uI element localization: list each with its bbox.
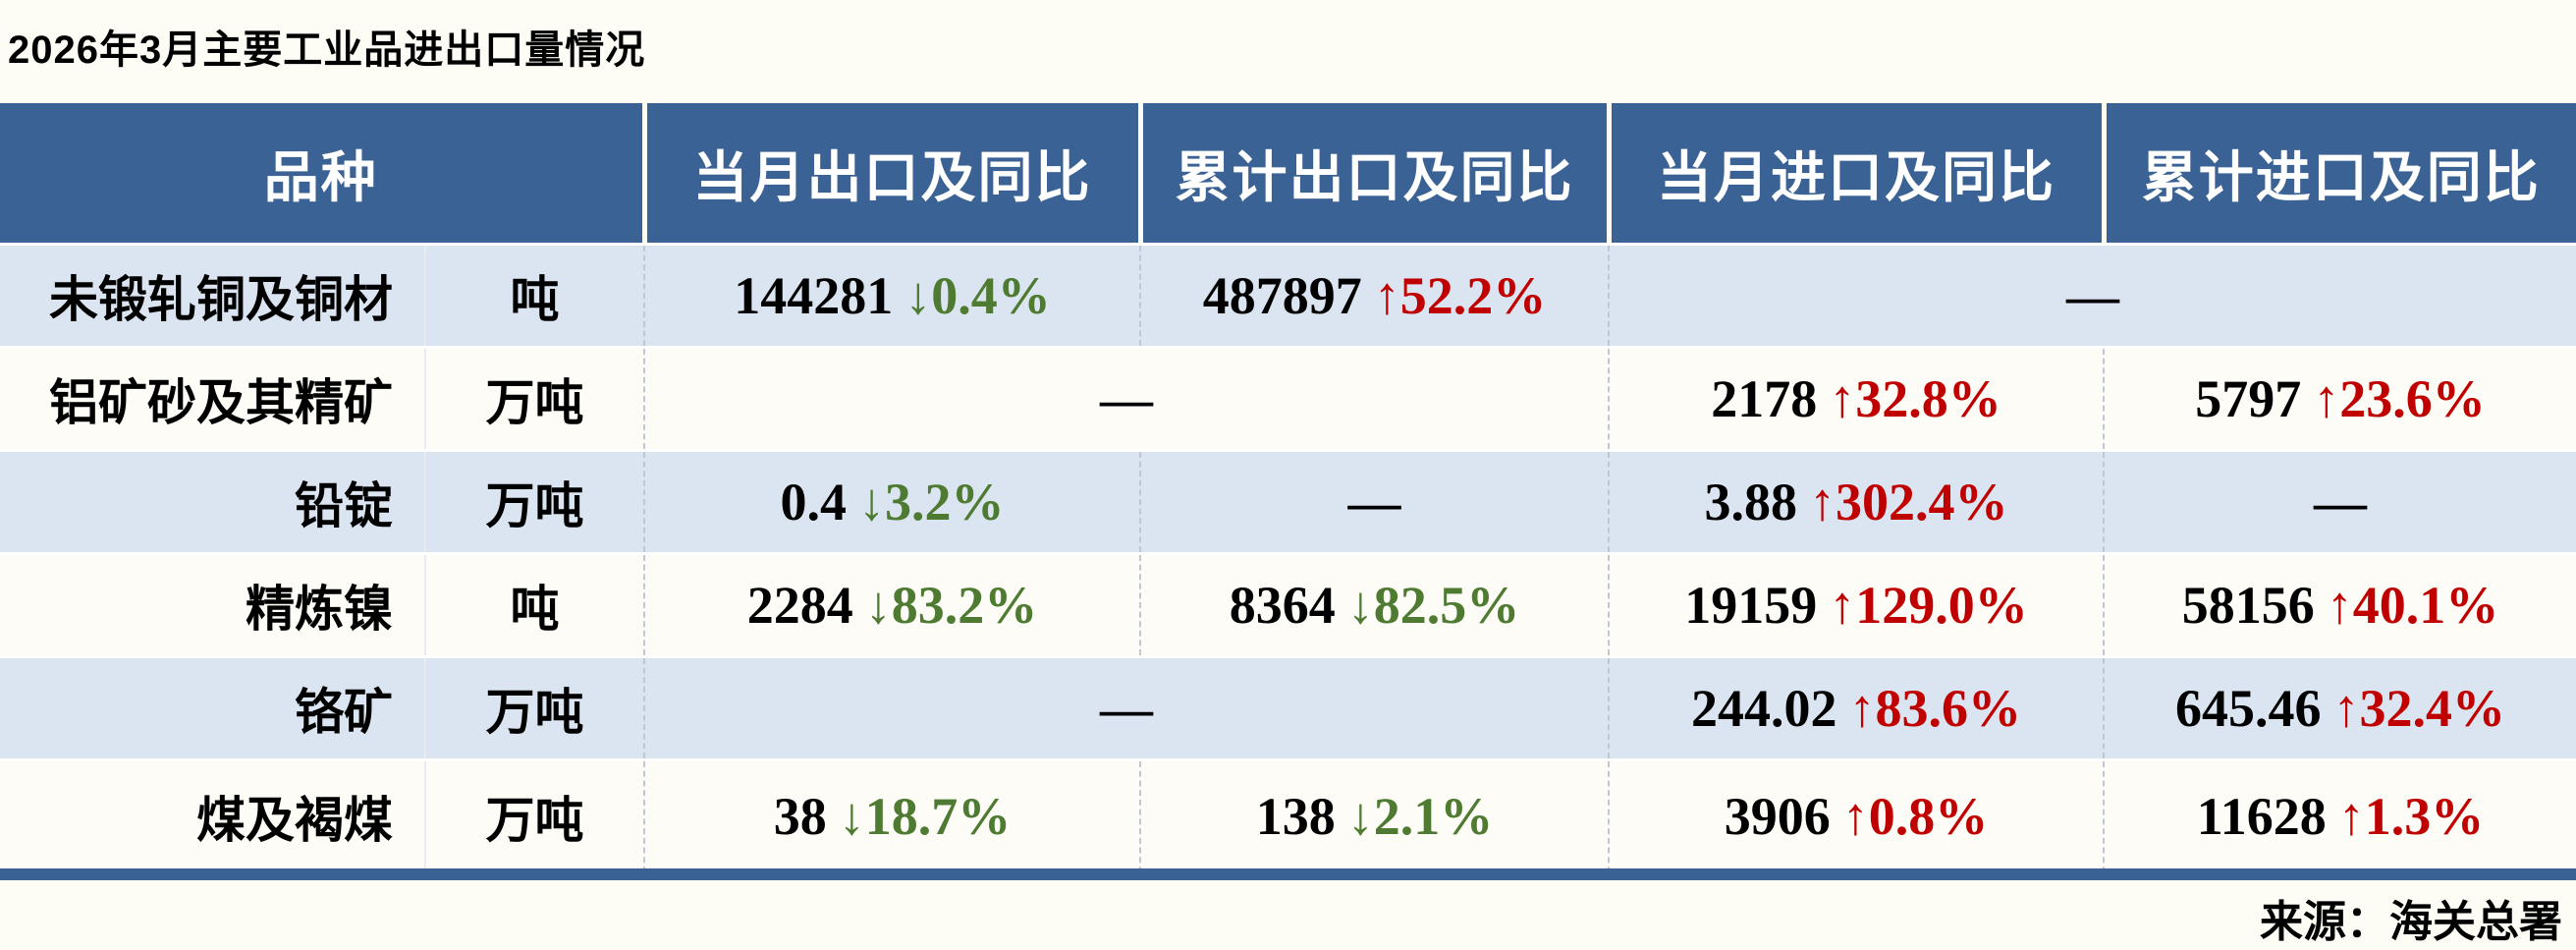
unit-cell: 万吨 bbox=[424, 449, 644, 554]
table-row: 铬矿 万吨 —244.02 ↑83.6% 645.46 ↑32.4% bbox=[0, 655, 2576, 760]
empty-cell: — bbox=[1139, 449, 1609, 554]
source-label: 来源：海关总署 bbox=[2260, 898, 2562, 946]
value-number: 487897 bbox=[1202, 266, 1362, 325]
product-name-cell: 铬矿 bbox=[0, 655, 425, 760]
value-cell: 2178 ↑32.8% bbox=[1608, 346, 2104, 451]
up-arrow-icon: ↑40.1% bbox=[2326, 576, 2499, 635]
value-cell: 19159 ↑129.0% bbox=[1608, 552, 2104, 657]
value-cell: 11628 ↑1.3% bbox=[2103, 758, 2576, 872]
up-arrow-icon: ↑302.4% bbox=[1809, 473, 2008, 531]
value-number: 5797 bbox=[2195, 369, 2302, 428]
value-cell: 3.88 ↑302.4% bbox=[1608, 449, 2104, 554]
value-number: 645.46 bbox=[2175, 679, 2322, 738]
page-title: 2026年3月主要工业品进出口量情况 bbox=[8, 28, 646, 72]
value-number: 2178 bbox=[1711, 369, 1818, 428]
table-row: 未锻轧铜及铜材吨 144281 ↓0.4% 487897 ↑52.2% — bbox=[0, 243, 2576, 348]
product-name-cell: 煤及褐煤 bbox=[0, 758, 425, 872]
value-number: 244.02 bbox=[1691, 679, 1837, 738]
value-cell: 58156 ↑40.1% bbox=[2103, 552, 2576, 657]
down-arrow-icon: ↓83.2% bbox=[864, 576, 1038, 635]
merged-empty-cell: — bbox=[643, 655, 1609, 760]
import-export-table: 品种 当月出口及同比 累计出口及同比 当月进口及同比 累计进口及同比 未锻轧铜及铜材吨 1… bbox=[0, 103, 2576, 872]
product-name-cell: 铝矿砂及其精矿 bbox=[0, 346, 425, 451]
value-number: 19159 bbox=[1684, 576, 1818, 635]
value-number: 138 bbox=[1255, 787, 1336, 847]
product-name-cell: 铅锭 bbox=[0, 449, 425, 554]
value-cell: 244.02 ↑83.6% bbox=[1608, 655, 2104, 760]
product-name-cell: 精炼镍 bbox=[0, 552, 425, 657]
column-header: 累计进口及同比 bbox=[2101, 103, 2576, 245]
value-number: 0.4 bbox=[780, 473, 848, 531]
up-arrow-icon: ↑1.3% bbox=[2337, 787, 2485, 847]
column-header: 品种 bbox=[0, 103, 644, 245]
value-cell: 487897 ↑52.2% bbox=[1139, 243, 1609, 348]
value-number: 3.88 bbox=[1704, 473, 1798, 531]
table-row: 铅锭 万吨 0.4 ↓3.2% —3.88 ↑302.4% — bbox=[0, 449, 2576, 554]
value-number: 11628 bbox=[2196, 787, 2327, 847]
table-row: 煤及褐煤 万吨 38 ↓18.7% 138 ↓2.1% 3906 ↑0.8% 11628 ↑1.3… bbox=[0, 758, 2576, 872]
column-header: 累计出口及同比 bbox=[1137, 103, 1609, 245]
value-cell: 5797 ↑23.6% bbox=[2103, 346, 2576, 451]
value-cell: 3906 ↑0.8% bbox=[1608, 758, 2104, 872]
value-cell: 645.46 ↑32.4% bbox=[2103, 655, 2576, 760]
unit-cell: 万吨 bbox=[424, 758, 644, 872]
value-number: 144281 bbox=[734, 266, 894, 325]
up-arrow-icon: ↑83.6% bbox=[1848, 679, 2022, 738]
value-cell: 144281 ↓0.4% bbox=[643, 243, 1140, 348]
value-cell: 0.4 ↓3.2% bbox=[643, 449, 1140, 554]
value-cell: 38 ↓18.7% bbox=[643, 758, 1140, 872]
down-arrow-icon: ↓2.1% bbox=[1346, 787, 1494, 847]
table-row: 精炼镍吨 2284 ↓83.2% 8364 ↓82.5% 19159 ↑129.0% 5815… bbox=[0, 552, 2576, 657]
down-arrow-icon: ↓82.5% bbox=[1346, 576, 1520, 635]
value-number: 2284 bbox=[746, 576, 853, 635]
unit-cell: 万吨 bbox=[424, 655, 644, 760]
value-number: 8364 bbox=[1229, 576, 1336, 635]
up-arrow-icon: ↑32.8% bbox=[1829, 369, 2001, 428]
up-arrow-icon: ↑52.2% bbox=[1373, 266, 1547, 325]
value-cell: 2284 ↓83.2% bbox=[643, 552, 1140, 657]
product-name-cell: 未锻轧铜及铜材 bbox=[0, 243, 425, 348]
up-arrow-icon: ↑32.4% bbox=[2332, 679, 2506, 738]
unit-cell: 万吨 bbox=[424, 346, 644, 451]
table-header-row: 品种 当月出口及同比 累计出口及同比 当月进口及同比 累计进口及同比 bbox=[0, 103, 2576, 245]
bottom-accent-bar bbox=[0, 868, 2576, 880]
value-cell: 138 ↓2.1% bbox=[1139, 758, 1609, 872]
table-row: 铝矿砂及其精矿 万吨 —2178 ↑32.8% 5797 ↑23.6% bbox=[0, 346, 2576, 451]
down-arrow-icon: ↓0.4% bbox=[904, 266, 1051, 325]
column-header: 当月出口及同比 bbox=[641, 103, 1140, 245]
unit-cell: 吨 bbox=[424, 552, 644, 657]
up-arrow-icon: ↑23.6% bbox=[2313, 369, 2486, 428]
down-arrow-icon: ↓18.7% bbox=[838, 787, 1012, 847]
merged-empty-cell: — bbox=[1608, 243, 2576, 348]
value-number: 3906 bbox=[1724, 787, 1831, 847]
value-number: 58156 bbox=[2181, 576, 2315, 635]
merged-empty-cell: — bbox=[643, 346, 1609, 451]
value-number: 38 bbox=[773, 787, 827, 847]
down-arrow-icon: ↓3.2% bbox=[858, 473, 1005, 531]
value-cell: 8364 ↓82.5% bbox=[1139, 552, 1609, 657]
unit-cell: 吨 bbox=[424, 243, 644, 348]
up-arrow-icon: ↑129.0% bbox=[1829, 576, 2028, 635]
empty-cell: — bbox=[2103, 449, 2576, 554]
up-arrow-icon: ↑0.8% bbox=[1841, 787, 1989, 847]
column-header: 当月进口及同比 bbox=[1606, 103, 2104, 245]
